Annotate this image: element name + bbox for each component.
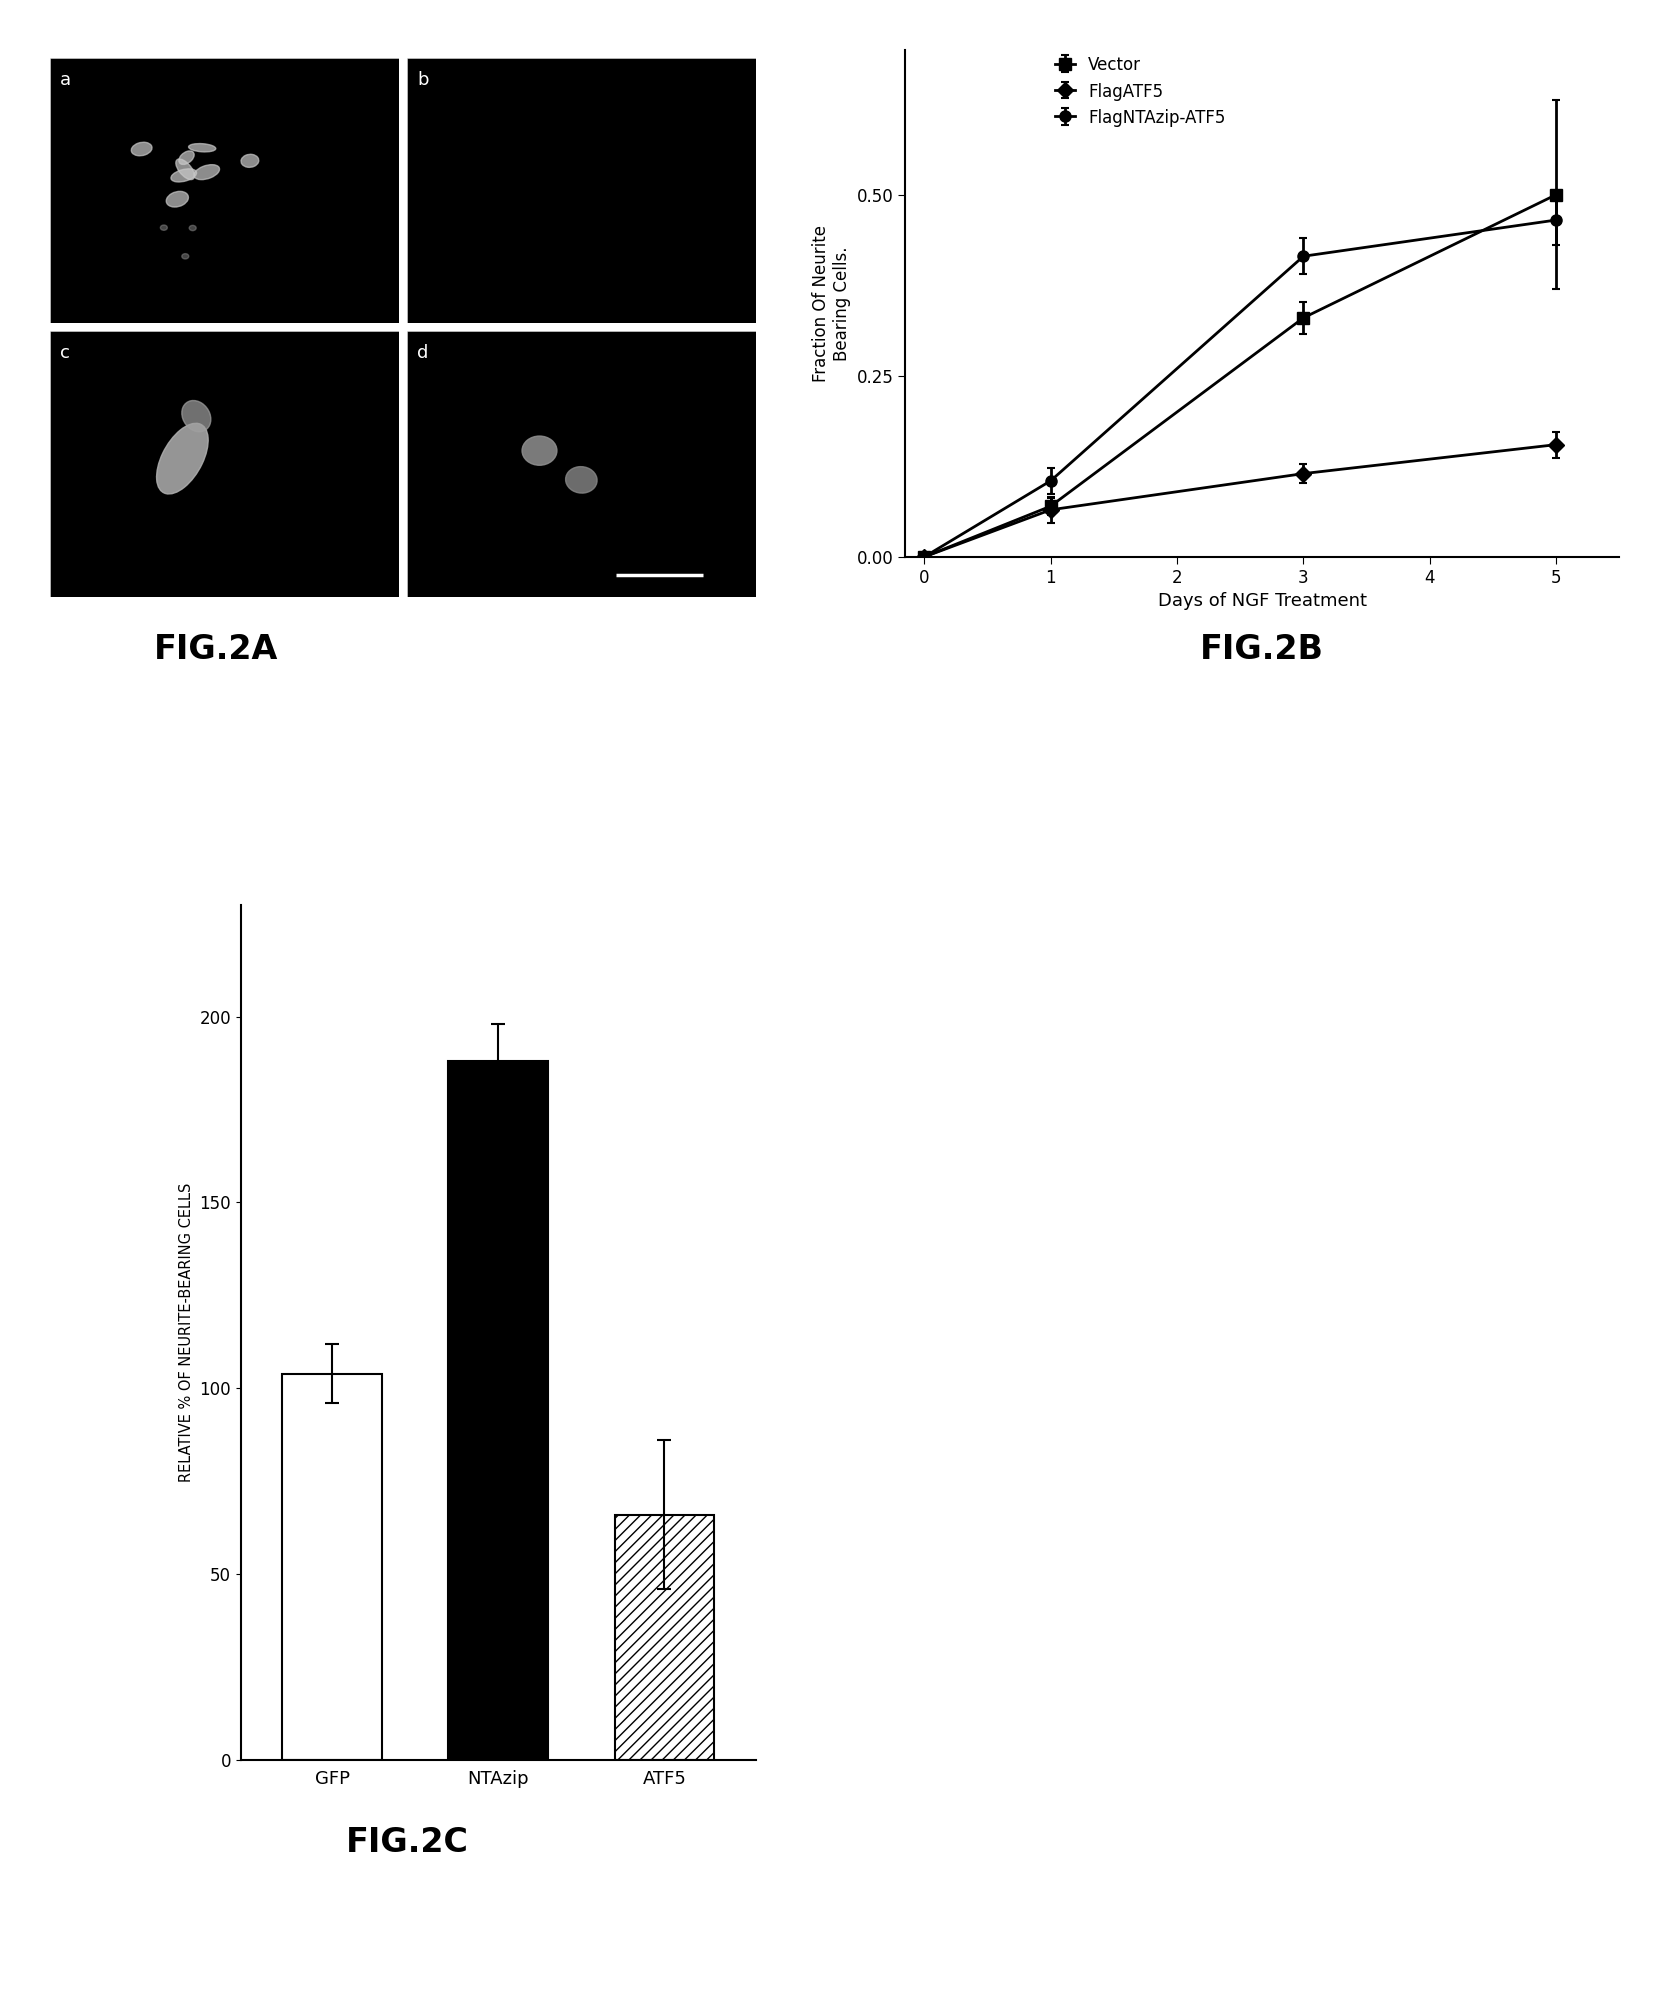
- Legend: Vector, FlagATF5, FlagNTAzip-ATF5: Vector, FlagATF5, FlagNTAzip-ATF5: [1048, 50, 1232, 133]
- Ellipse shape: [566, 467, 596, 493]
- Y-axis label: Fraction Of Neurite
Bearing Cells.: Fraction Of Neurite Bearing Cells.: [812, 225, 850, 382]
- Ellipse shape: [194, 165, 219, 179]
- Bar: [282, 1374, 382, 1760]
- Ellipse shape: [189, 225, 196, 231]
- Ellipse shape: [181, 400, 211, 432]
- Ellipse shape: [522, 436, 556, 465]
- Text: a: a: [60, 72, 71, 90]
- Ellipse shape: [131, 143, 153, 155]
- Text: d: d: [417, 344, 429, 362]
- Ellipse shape: [156, 424, 208, 493]
- Bar: [448, 1062, 548, 1760]
- Ellipse shape: [189, 143, 216, 151]
- Ellipse shape: [176, 159, 194, 179]
- Text: FIG.2C: FIG.2C: [345, 1826, 468, 1860]
- Ellipse shape: [179, 151, 194, 165]
- Text: c: c: [60, 344, 70, 362]
- Ellipse shape: [241, 155, 259, 167]
- Ellipse shape: [161, 225, 168, 231]
- Bar: [615, 1516, 714, 1760]
- X-axis label: Days of NGF Treatment: Days of NGF Treatment: [1158, 593, 1367, 611]
- Ellipse shape: [181, 255, 189, 259]
- Text: b: b: [417, 72, 429, 90]
- Text: FIG.2A: FIG.2A: [154, 633, 277, 666]
- Ellipse shape: [171, 169, 196, 181]
- Text: FIG.2B: FIG.2B: [1201, 633, 1324, 666]
- Y-axis label: RELATIVE % OF NEURITE-BEARING CELLS: RELATIVE % OF NEURITE-BEARING CELLS: [179, 1183, 194, 1482]
- Ellipse shape: [166, 191, 188, 207]
